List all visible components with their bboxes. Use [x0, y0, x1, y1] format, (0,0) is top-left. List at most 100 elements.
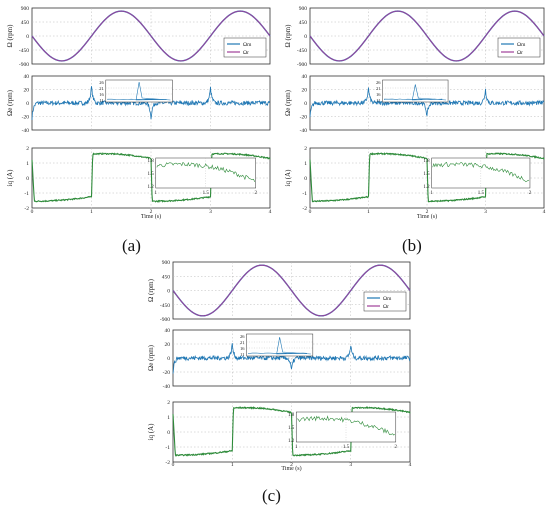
inset-x-tick-label: 2: [395, 445, 398, 450]
y-tick-label: 900: [21, 6, 30, 12]
subplot-3: 210-1-2iq (A)1.81.51.21 1.5 2: [147, 400, 411, 466]
inset-x-tick-label: 1: [430, 191, 433, 196]
y-tick-label: 0: [26, 101, 29, 107]
legend-label-measured: Ωm: [517, 42, 526, 48]
y-tick-label: 40: [165, 328, 171, 334]
y-tick-label: 0: [167, 430, 170, 436]
x-axis-label: Time (s): [281, 465, 301, 472]
x-tick-label: 1: [90, 209, 93, 215]
inset-x-tick-label: 1: [295, 445, 298, 450]
inset-x-tick-label: 1: [155, 191, 158, 196]
series-line-speed-error: [172, 343, 411, 374]
legend-label-measured: Ωm: [243, 42, 252, 48]
inset-y-tick-label: 21: [240, 340, 245, 345]
y-tick-label: 450: [299, 20, 308, 26]
legend-label-measured: Ωm: [383, 296, 392, 302]
inset-y-tick-label: 1.5: [423, 172, 430, 177]
y-tick-label: -1: [24, 191, 29, 197]
inset-y-tick-label: 1.2: [288, 439, 295, 444]
y-tick-label: -900: [160, 317, 170, 323]
series-line-current: [309, 152, 545, 203]
y-tick-label: 0: [26, 176, 29, 182]
chart-panel-c: 900 450 0 -450 -900 Ω (rpm) Ωm Ωr 40200-20-40Ωe …: [147, 260, 412, 472]
y-tick-label: 40: [24, 74, 30, 80]
legend-label-reference: Ωr: [383, 304, 389, 310]
inset-current-line: [156, 161, 255, 183]
x-tick-label: 1: [367, 209, 370, 215]
inset-y-tick-label: 1.5: [288, 426, 295, 431]
series-line-current: [172, 406, 411, 457]
series-line-speed-error: [31, 86, 271, 121]
series-line-speed-error: [309, 87, 545, 118]
subplot-1: 900 450 0 -450 -900 Ω (rpm) Ωm Ωr: [6, 6, 271, 68]
y-tick-label: -900: [19, 62, 29, 68]
y-tick-label: 1: [304, 161, 307, 167]
inset-y-tick-label: 26: [240, 334, 245, 339]
inset-current-line: [297, 415, 395, 436]
y-tick-label: 20: [302, 88, 308, 94]
x-tick-label: 2: [150, 209, 153, 215]
x-tick-label: 0: [172, 462, 175, 468]
subplot-3: 210-1-2iq (A)1.81.51.21 1.5 2: [6, 146, 271, 212]
x-axis-label: Time (s): [417, 213, 437, 220]
x-tick-label: 2: [290, 462, 293, 468]
inset-y-tick-label: 21: [376, 86, 381, 91]
y-tick-label: 900: [299, 6, 308, 12]
y-tick-label: 450: [162, 274, 171, 280]
inset-error-box: [246, 333, 314, 357]
inset-error-box: [382, 79, 449, 103]
y-tick-label: 2: [304, 146, 307, 152]
inset-y-tick-label: 26: [99, 80, 104, 85]
inset-y-tick-label: 16: [240, 346, 245, 351]
inset-x-tick-label: 2: [529, 191, 532, 196]
inset-y-tick-label: 11: [99, 98, 103, 103]
inset-x-tick-label: 2: [254, 191, 257, 196]
inset-error-line: [384, 84, 447, 101]
inset-y-tick-label: 26: [376, 80, 381, 85]
x-tick-label: 0: [31, 209, 34, 215]
y-tick-label: 0: [304, 34, 307, 40]
x-tick-label: 4: [409, 462, 412, 468]
series-line-reference-speed: [31, 10, 271, 62]
y-tick-label: -2: [24, 206, 29, 212]
inset-error-box: [105, 79, 173, 103]
inset-y-tick-label: 1.8: [148, 159, 155, 164]
y-tick-label: 20: [24, 88, 30, 94]
y-tick-label: -2: [302, 206, 307, 212]
y-tick-label: 900: [162, 260, 171, 266]
y-tick-label: -20: [22, 115, 30, 121]
y-tick-label: -450: [160, 303, 170, 309]
y-tick-label: 0: [167, 289, 170, 295]
legend-label-reference: Ωr: [243, 50, 249, 56]
y-tick-label: -450: [19, 48, 29, 54]
inset-y-tick-label: 11: [376, 98, 380, 103]
y-tick-label: 40: [302, 74, 308, 80]
x-tick-label: 4: [269, 209, 272, 215]
y-tick-label: -20: [300, 115, 308, 121]
inset-error-line: [107, 81, 171, 101]
y-tick-label: -2: [165, 460, 170, 466]
x-tick-label: 0: [309, 209, 312, 215]
x-tick-label: 4: [543, 209, 546, 215]
y-axis-label: Ωe (rpm): [284, 89, 292, 116]
inset-y-tick-label: 21: [99, 86, 104, 91]
inset-y-tick-label: 1.8: [423, 159, 430, 164]
caption-a: (a): [122, 236, 141, 255]
inset-error-line: [248, 337, 311, 355]
y-tick-label: -40: [22, 128, 30, 134]
y-tick-label: 2: [26, 146, 29, 152]
caption-c: (c): [262, 486, 281, 505]
subplot-1: 900 450 0 -450 -900 Ω (rpm) Ωm Ωr: [284, 6, 545, 68]
legend-label-reference: Ωr: [517, 50, 523, 56]
y-axis-label: Ω (rpm): [147, 278, 155, 302]
y-tick-label: 450: [21, 20, 30, 26]
caption-b: (b): [402, 236, 422, 255]
y-tick-label: 0: [167, 356, 170, 362]
y-axis-label: iq (A): [284, 169, 292, 187]
y-axis-label: iq (A): [6, 169, 14, 187]
